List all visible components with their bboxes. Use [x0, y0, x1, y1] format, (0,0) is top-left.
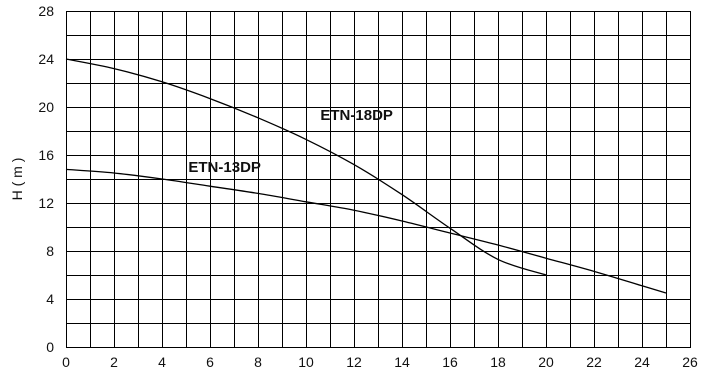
curves: ETN-18DP ETN-13DP	[65, 58, 667, 294]
plot-frame	[66, 11, 691, 348]
y-tick-label: 16	[38, 147, 54, 163]
x-tick-label: 0	[62, 354, 70, 370]
y-tick-label: 0	[46, 339, 54, 355]
x-tick-label: 2	[110, 354, 118, 370]
y-tick-label: 8	[46, 243, 54, 259]
series-label-etn-13dp: ETN-13DP	[188, 159, 261, 176]
y-tick-label: 20	[38, 99, 54, 115]
y-tick-label: 4	[46, 291, 54, 307]
series-label-etn-18dp: ETN-18DP	[320, 107, 393, 124]
x-tick-label: 24	[634, 354, 650, 370]
x-tick-label: 26	[682, 354, 698, 370]
y-tick-label: 12	[38, 195, 54, 211]
x-tick-label: 6	[206, 354, 214, 370]
x-tick-label: 10	[298, 354, 314, 370]
y-axis-label: H ( m )	[9, 158, 25, 201]
x-tick-label: 16	[442, 354, 458, 370]
series-line-etn-13dp	[65, 168, 667, 294]
x-tick-label: 14	[394, 354, 410, 370]
x-tick-label: 22	[586, 354, 602, 370]
grid	[66, 11, 691, 348]
x-tick-label: 12	[346, 354, 362, 370]
x-tick-label: 8	[254, 354, 262, 370]
y-tick-label: 28	[38, 3, 54, 19]
y-tick-label: 24	[38, 51, 54, 67]
series-line-etn-18dp	[65, 58, 547, 276]
x-tick-label: 20	[538, 354, 554, 370]
x-tick-label: 4	[158, 354, 166, 370]
x-tick-label: 18	[490, 354, 506, 370]
